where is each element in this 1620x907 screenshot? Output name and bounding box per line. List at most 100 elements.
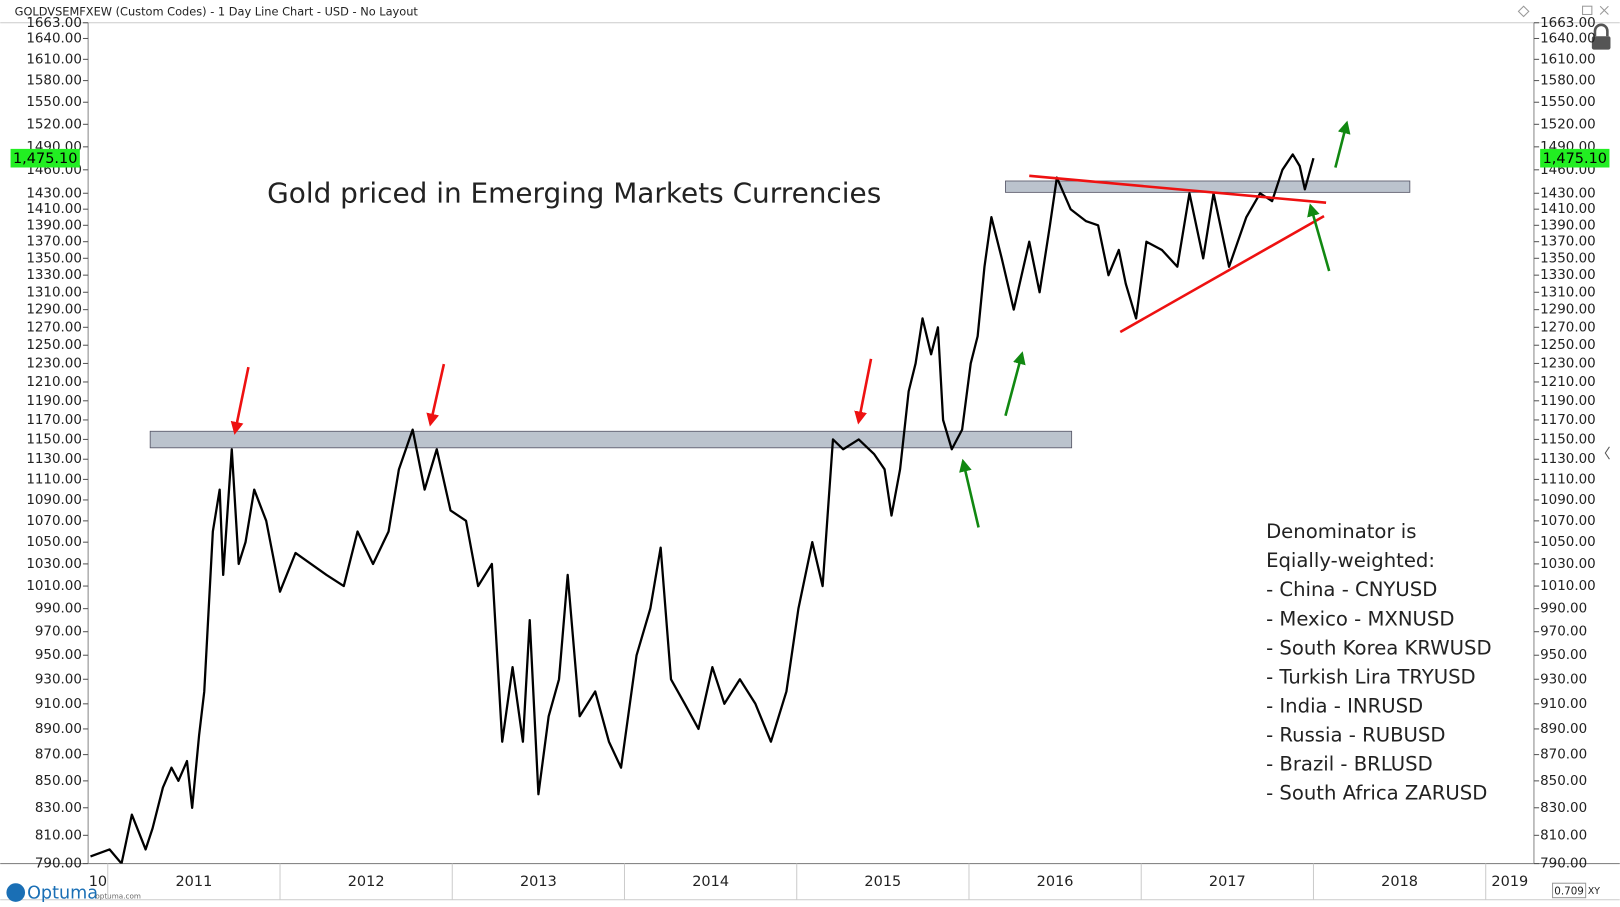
y-tick-label: 1210.00: [1540, 375, 1596, 390]
logo: Optuma optuma.com: [6, 883, 141, 904]
y-tick-label: 830.00: [1540, 801, 1587, 816]
plot: [90, 153, 1315, 864]
last-value-label: 1,475.10: [13, 151, 77, 167]
y-tick-label: 1640.00: [1540, 31, 1596, 46]
y-tick-label: 870.00: [35, 748, 82, 763]
y-tick-label: 1190.00: [1540, 394, 1596, 409]
note-line: - Mexico - MXNUSD: [1266, 607, 1454, 630]
y-tick-label: 950.00: [35, 648, 82, 663]
y-tick-label: 1110.00: [1540, 472, 1596, 487]
note-line: Denominator is: [1266, 520, 1416, 543]
resistance-zone: [1005, 180, 1411, 193]
y-tick-label: 1663.00: [26, 16, 82, 31]
y-tick-label: 970.00: [35, 625, 82, 640]
y-tick-label: 1290.00: [1540, 303, 1596, 318]
x-tick-label: 10: [89, 874, 107, 890]
y-tick-label: 1370.00: [26, 235, 82, 250]
support-zone: [149, 430, 1073, 449]
y-tick-label: 870.00: [1540, 748, 1587, 763]
y-tick-label: 1310.00: [26, 285, 82, 300]
arrow: [1334, 120, 1351, 168]
y-tick-label: 1070.00: [26, 514, 82, 529]
note-line: - Turkish Lira TRYUSD: [1266, 665, 1476, 688]
y-tick-label: 1663.00: [1540, 16, 1596, 31]
y-tick-label: 1270.00: [1540, 320, 1596, 335]
y-tick-label: 1150.00: [1540, 432, 1596, 447]
y-tick-label: 1550.00: [1540, 95, 1596, 110]
y-tick-label: 1230.00: [1540, 356, 1596, 371]
annotations: [230, 120, 1351, 528]
y-tick-label: 1550.00: [26, 95, 82, 110]
y-tick-label: 1520.00: [1540, 117, 1596, 132]
note-line: - India - INRUSD: [1266, 694, 1423, 717]
scale-value: 0.709: [1554, 885, 1584, 897]
y-tick-label: 1210.00: [26, 375, 82, 390]
price-line: [90, 153, 1315, 864]
y-tick-label: 1030.00: [1540, 557, 1596, 572]
arrow: [854, 358, 873, 425]
y-tick-label: 1330.00: [1540, 268, 1596, 283]
y-tick-label: 850.00: [1540, 774, 1587, 789]
last-value-box: [1540, 148, 1610, 168]
note-line: Eqially-weighted:: [1266, 549, 1435, 572]
y-tick-label: 1050.00: [26, 535, 82, 550]
y-tick-label: 790.00: [35, 857, 82, 872]
y-tick-label: 1410.00: [26, 202, 82, 217]
y-tick-label: 1230.00: [26, 356, 82, 371]
y-tick-label: 1310.00: [1540, 285, 1596, 300]
arrow: [230, 366, 250, 435]
y-tick-label: 1390.00: [1540, 218, 1596, 233]
last-value-label: 1,475.10: [1543, 151, 1607, 167]
trend-line: [1119, 215, 1325, 334]
y-tick-label: 1250.00: [26, 338, 82, 353]
arrow: [1004, 351, 1026, 417]
y-tick-label: 1290.00: [26, 303, 82, 318]
y-tick-label: 950.00: [1540, 648, 1587, 663]
x-tick-label: 2018: [1381, 874, 1418, 890]
x-tick-label: 2017: [1209, 874, 1246, 890]
x-tick-label: 2014: [692, 874, 729, 890]
y-tick-label: 910.00: [35, 697, 82, 712]
y-tick-label: 1370.00: [1540, 235, 1596, 250]
y-tick-label: 1330.00: [26, 268, 82, 283]
arrow: [959, 458, 980, 528]
header: GOLDVSEMFXEW (Custom Codes) - 1 Day Line…: [15, 4, 419, 18]
y-tick-label: 890.00: [35, 722, 82, 737]
y-tick-label: 1580.00: [26, 74, 82, 89]
x-tick-label: 2013: [520, 874, 557, 890]
y-tick-label: 1010.00: [26, 579, 82, 594]
zones: [149, 180, 1411, 449]
y-tick-label: 1270.00: [26, 320, 82, 335]
y-tick-label: 1250.00: [1540, 338, 1596, 353]
collapse-icon[interactable]: [1604, 446, 1610, 460]
logo-site: optuma.com: [95, 892, 141, 901]
scale-box[interactable]: [1552, 882, 1587, 899]
y-tick-label: 1190.00: [26, 394, 82, 409]
y-tick-label: 1130.00: [1540, 452, 1596, 467]
y-tick-label: 1130.00: [26, 452, 82, 467]
y-tick-label: 1430.00: [1540, 186, 1596, 201]
y-tick-label: 1350.00: [1540, 251, 1596, 266]
arrow: [426, 363, 446, 427]
y-tick-label: 990.00: [1540, 602, 1587, 617]
y-tick-label: 1030.00: [26, 557, 82, 572]
y-tick-label: 1520.00: [26, 117, 82, 132]
scale-mode[interactable]: XY: [1588, 886, 1600, 897]
y-tick-label: 890.00: [1540, 722, 1587, 737]
y-tick-label: 930.00: [35, 672, 82, 687]
note-line: - South Korea KRWUSD: [1266, 636, 1492, 659]
y-tick-label: 830.00: [35, 801, 82, 816]
y-tick-label: 810.00: [1540, 828, 1587, 843]
y-tick-label: 1010.00: [1540, 579, 1596, 594]
y-tick-label: 790.00: [1540, 857, 1587, 872]
x-tick-label: 2019: [1491, 874, 1528, 890]
y-tick-label: 930.00: [1540, 672, 1587, 687]
y-tick-label: 1610.00: [1540, 52, 1596, 67]
note-line: - China - CNYUSD: [1266, 578, 1437, 601]
trend-line: [1029, 174, 1327, 204]
y-tick-label: 1390.00: [26, 218, 82, 233]
last-value-box: [10, 148, 80, 168]
y-tick-label: 1150.00: [26, 432, 82, 447]
